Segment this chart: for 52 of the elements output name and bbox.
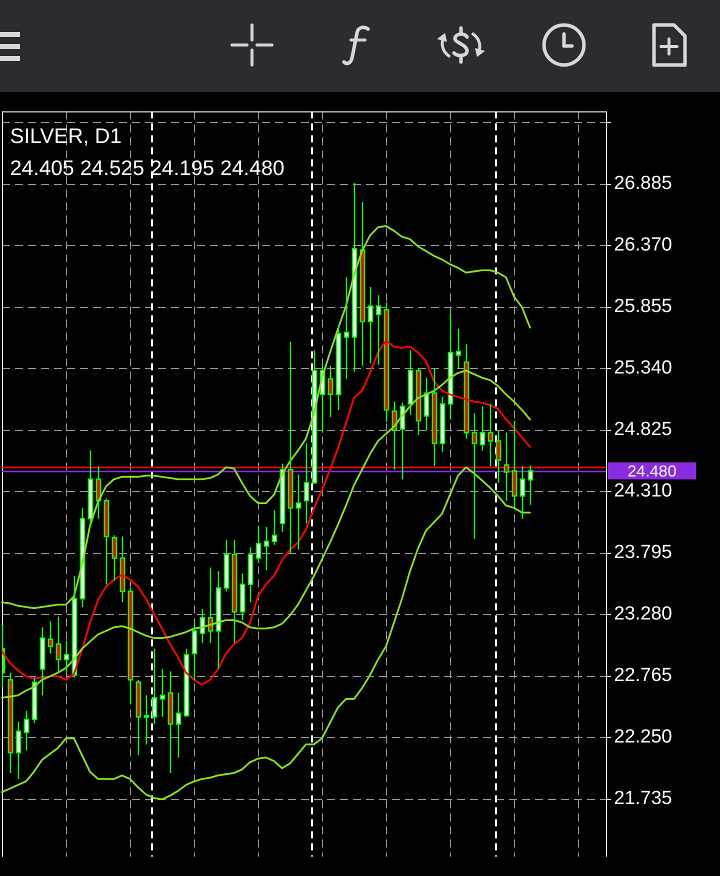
- candlestick: [160, 668, 166, 718]
- candlestick: [256, 525, 262, 564]
- y-tick-label: 23.795: [614, 542, 672, 563]
- candlestick: [304, 442, 310, 524]
- candlestick: [240, 572, 246, 621]
- candlestick: [56, 616, 62, 674]
- candlestick: [192, 622, 198, 681]
- candlestick: [128, 587, 134, 704]
- candlestick: [144, 694, 150, 745]
- candlestick: [136, 679, 142, 756]
- candlestick: [248, 546, 254, 603]
- candlestick: [224, 539, 230, 592]
- candlestick: [272, 510, 278, 546]
- candlestick: [8, 672, 14, 774]
- y-tick-label: 26.885: [614, 172, 672, 194]
- candlestick: [520, 465, 526, 520]
- candlestick: [336, 326, 342, 411]
- candlestick: [88, 450, 94, 528]
- y-tick-label: 22.250: [614, 726, 672, 748]
- candlestick: [168, 670, 174, 774]
- candlestick: [112, 534, 118, 582]
- candlestick: [24, 710, 30, 751]
- y-tick-label: 25.855: [614, 296, 672, 317]
- text: 24.405 24.525 24.195 24.480: [10, 157, 284, 180]
- candlestick: [480, 406, 486, 452]
- candlestick: [48, 620, 54, 654]
- candlestick: [296, 474, 302, 550]
- candlestick: [328, 365, 334, 418]
- candlestick: [40, 626, 46, 696]
- ref-line-label: 24.480: [628, 463, 677, 480]
- candlestick: [232, 539, 238, 644]
- candlestick: [456, 328, 462, 369]
- candlestick: [440, 396, 446, 452]
- candlestick: [344, 276, 350, 380]
- y-tick-label: 26.370: [614, 234, 672, 256]
- candlestick: [376, 294, 382, 366]
- candlestick: [264, 526, 270, 571]
- y-tick-label: 24.310: [614, 480, 672, 502]
- y-tick-label: 24.825: [614, 418, 672, 440]
- y-tick-label: 22.765: [614, 664, 672, 686]
- candlestick: [104, 498, 110, 585]
- candlestick: [64, 640, 70, 672]
- candlestick: [360, 202, 366, 366]
- y-tick-label: 21.735: [614, 788, 672, 809]
- candlestick: [368, 286, 374, 364]
- text: SILVER, D1: [10, 125, 122, 148]
- candlestick: [176, 692, 182, 758]
- y-tick-label: 25.340: [614, 357, 672, 378]
- y-tick-label: 23.280: [614, 603, 672, 624]
- candlestick: [408, 350, 414, 416]
- candlestick: [528, 464, 534, 506]
- candlestick: [16, 721, 22, 780]
